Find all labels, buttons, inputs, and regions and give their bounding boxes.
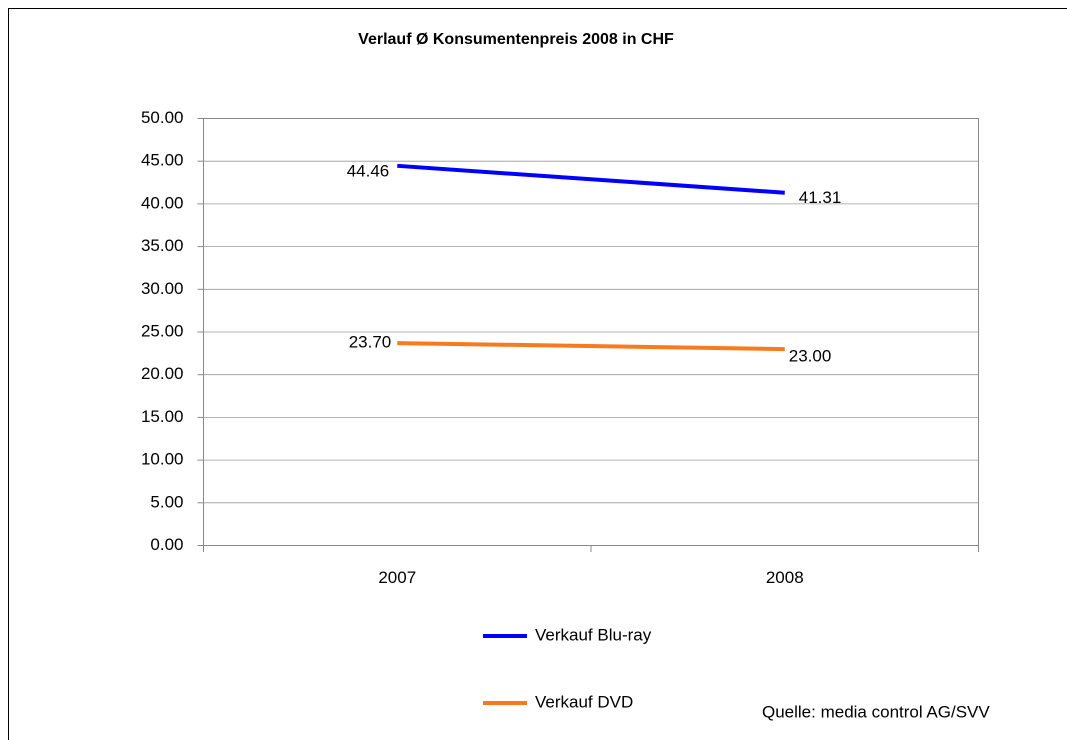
data-label: 44.46 — [347, 161, 390, 180]
y-tick-label: 25.00 — [141, 321, 184, 340]
series-line — [397, 341, 785, 352]
legend-label: Verkauf Blu-ray — [535, 625, 652, 644]
y-tick-label: 0.00 — [150, 535, 183, 554]
y-tick-label: 40.00 — [141, 193, 184, 212]
data-label: 23.70 — [349, 333, 392, 352]
y-tick-label: 10.00 — [141, 450, 184, 469]
y-tick-label: 20.00 — [141, 364, 184, 383]
source-note: Quelle: media control AG/SVV — [762, 702, 990, 721]
x-tick-label: 2008 — [766, 568, 804, 587]
legend-label: Verkauf DVD — [535, 692, 633, 711]
y-tick-label: 5.00 — [150, 492, 183, 511]
series-line — [397, 163, 785, 195]
y-tick-label: 45.00 — [141, 151, 184, 170]
y-tick-label: 50.00 — [141, 108, 184, 127]
chart-title: Verlauf Ø Konsumentenpreis 2008 in CHF — [358, 31, 674, 48]
chart-border — [8, 8, 1067, 740]
y-tick-label: 30.00 — [141, 279, 184, 298]
y-tick-label: 35.00 — [141, 236, 184, 255]
x-tick-label: 2007 — [378, 568, 416, 587]
y-tick-label: 15.00 — [141, 407, 184, 426]
data-label: 23.00 — [789, 347, 832, 366]
data-label: 41.31 — [799, 188, 842, 207]
